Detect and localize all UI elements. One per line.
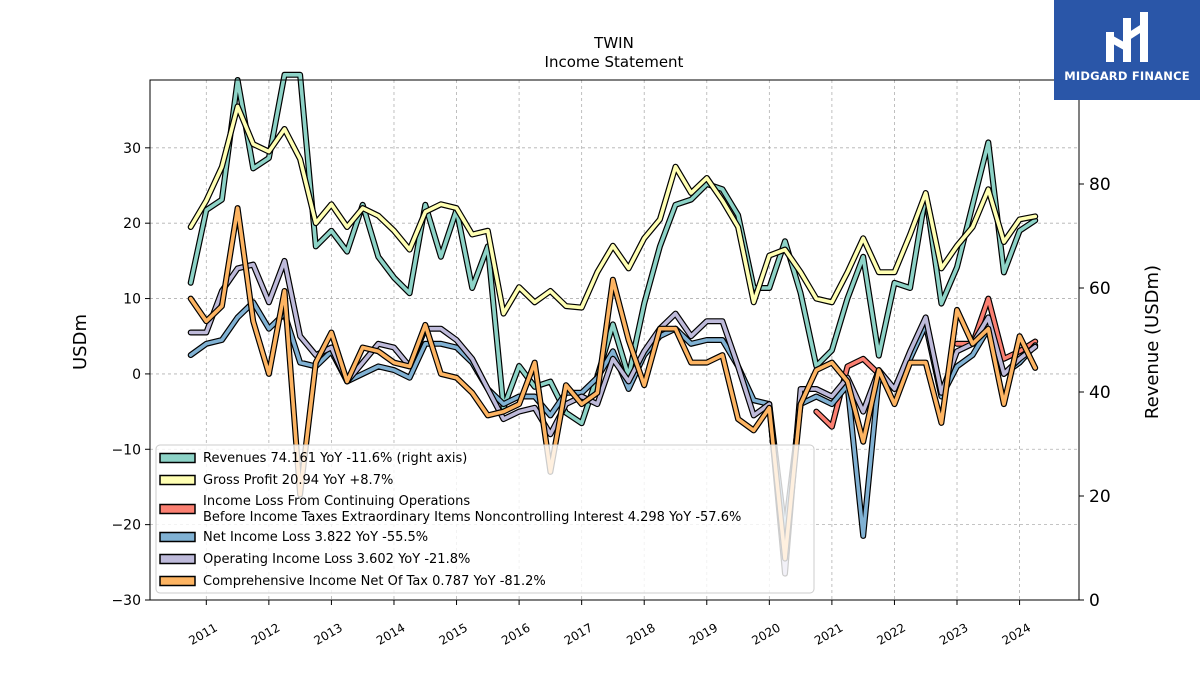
legend-swatch [159, 575, 196, 587]
x-tick-label: 2017 [562, 620, 595, 647]
y-tick-label: 20 [123, 216, 141, 232]
y-tick-label: −30 [111, 593, 141, 609]
chart-subtitle: Income Statement [545, 53, 684, 71]
x-tick-label: 2022 [874, 620, 907, 647]
y2-tick-label: 20 [1089, 487, 1111, 507]
x-tick-label: 2024 [1000, 620, 1033, 647]
y2-tick-label: 0 [1089, 591, 1100, 611]
legend-swatch [159, 452, 196, 464]
legend-swatch [159, 474, 196, 486]
legend-swatch [159, 553, 196, 565]
chart-title: TWIN [593, 34, 634, 52]
x-tick-label: 2023 [937, 620, 970, 647]
y2-tick-label: 60 [1089, 279, 1111, 299]
y-tick-label: 30 [123, 141, 141, 157]
y2-axis-label: Revenue (USDm) [1142, 265, 1163, 419]
y-axis-label: USDm [70, 314, 91, 370]
y2-tick-label: 80 [1089, 175, 1111, 195]
legend-label: Net Income Loss 3.822 YoY -55.5% [203, 530, 428, 545]
y-tick-label: 0 [132, 367, 141, 383]
legend-label: Gross Profit 20.94 YoY +8.7% [203, 473, 393, 488]
legend-swatch [159, 531, 196, 543]
x-tick-label: 2014 [374, 620, 407, 647]
x-tick-label: 2012 [249, 620, 282, 647]
legend-box [155, 444, 815, 594]
legend-swatch [159, 503, 196, 515]
legend: Revenues 74.161 YoY -11.6% (right axis) G… [155, 444, 815, 594]
y2-tick-label: 40 [1089, 383, 1111, 403]
y-tick-label: −10 [111, 442, 141, 458]
y-tick-label: 10 [123, 292, 141, 308]
brand-name: MIDGARD FINANCE [1064, 69, 1190, 83]
y-tick-label: −20 [111, 518, 141, 534]
plot-frame [149, 79, 1080, 601]
legend-label: Operating Income Loss 3.602 YoY -21.8% [203, 552, 470, 567]
x-tick-label: 2013 [311, 620, 344, 647]
x-tick-label: 2021 [812, 620, 845, 647]
x-tick-label: 2020 [749, 620, 782, 647]
series-lines [187, 71, 1039, 577]
x-tick-label: 2016 [499, 620, 532, 647]
x-tick-label: 2011 [186, 620, 219, 647]
legend-label: Revenues 74.161 YoY -11.6% (right axis) [203, 451, 467, 466]
midgard-logo-icon [1106, 12, 1148, 62]
midgard-finance-logo: MIDGARD FINANCE [1054, 0, 1200, 100]
x-tick-label: 2019 [687, 620, 720, 647]
legend-label: Income Loss From Continuing Operations [203, 494, 470, 509]
legend-label: Before Income Taxes Extraordinary Items … [203, 510, 741, 525]
x-tick-label: 2018 [624, 620, 657, 647]
x-tick-label: 2015 [437, 620, 470, 647]
legend-label: Comprehensive Income Net Of Tax 0.787 Yo… [203, 574, 546, 589]
